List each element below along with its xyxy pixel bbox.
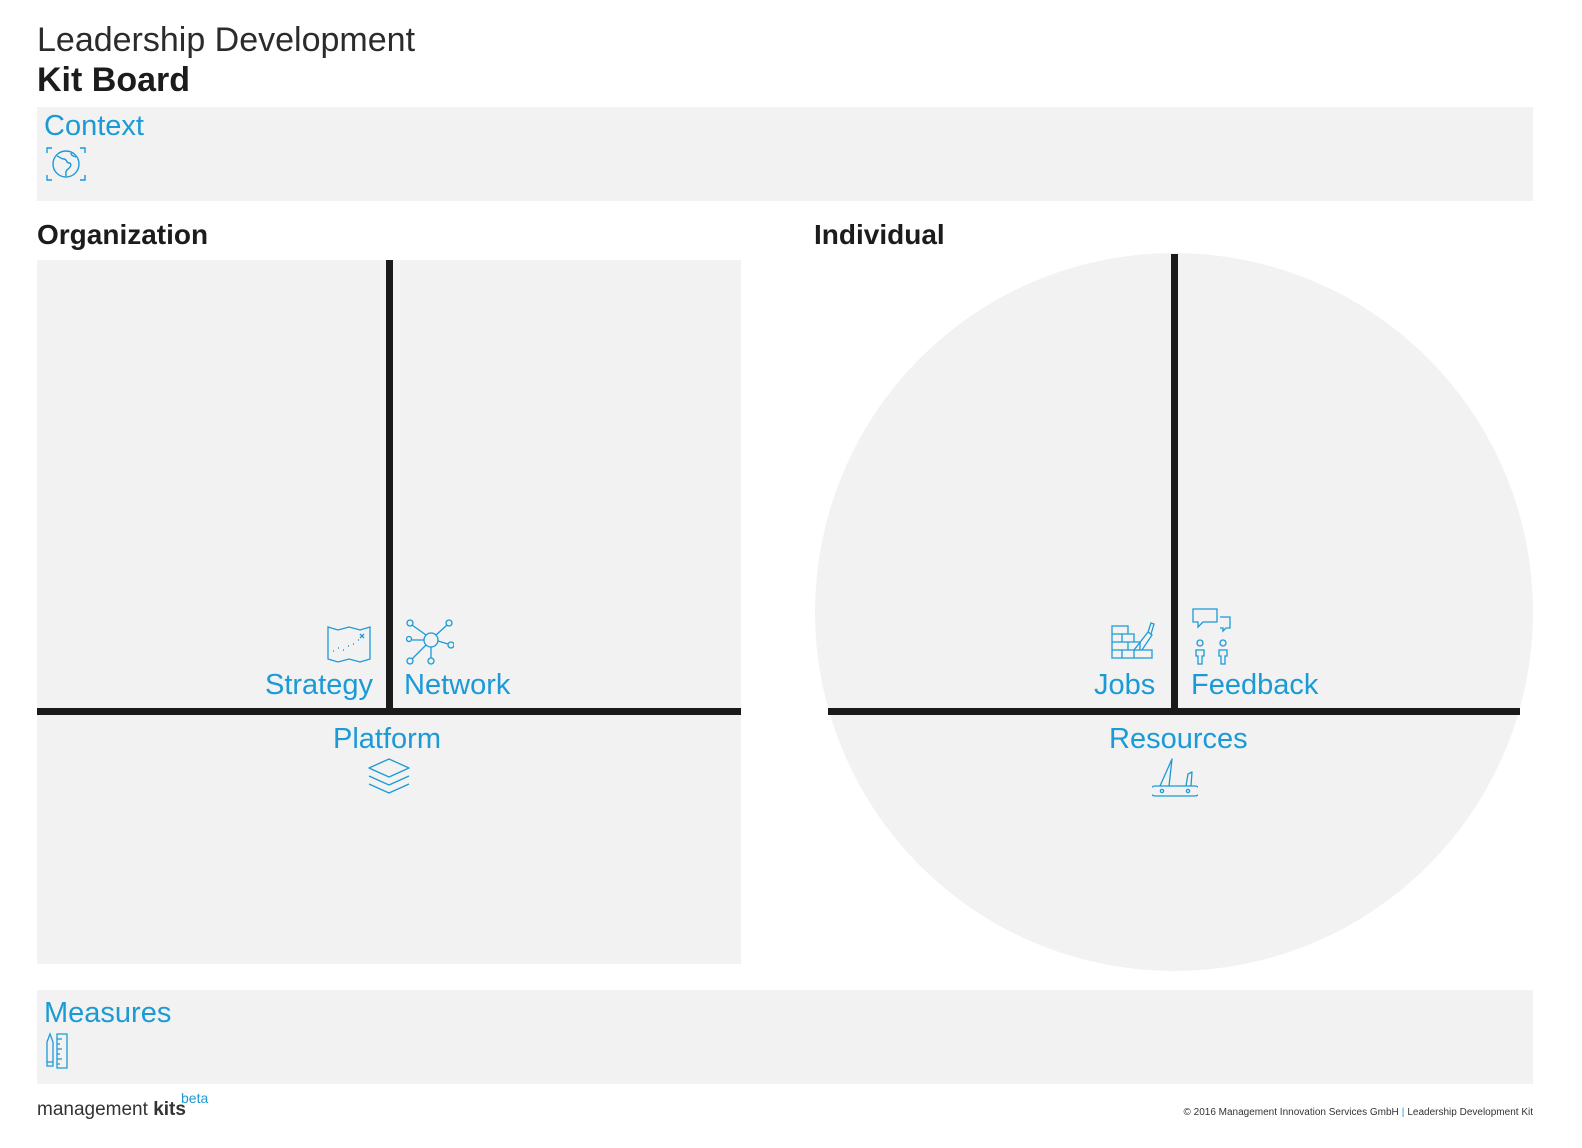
brand-regular: management <box>37 1099 148 1120</box>
page-title: Leadership Development <box>37 21 416 59</box>
organization-title: Organization <box>37 219 209 250</box>
feedback-label: Feedback <box>1191 669 1319 701</box>
platform-label: Platform <box>333 723 441 755</box>
footer-copyright: © 2016 Management Innovation Services Gm… <box>1090 1106 1533 1120</box>
page-subtitle: Kit Board <box>37 61 190 99</box>
map-icon <box>327 624 371 664</box>
layers-icon <box>367 757 411 797</box>
kit-name: Leadership Development Kit <box>1407 1107 1533 1118</box>
brick-wall-trowel-icon <box>1110 620 1156 664</box>
individual-horizontal-divider <box>828 708 1520 715</box>
organization-vertical-divider <box>386 260 393 712</box>
context-panel[interactable] <box>37 107 1533 201</box>
swiss-knife-icon <box>1152 756 1198 800</box>
measures-panel[interactable] <box>37 990 1533 1084</box>
network-label: Network <box>404 669 511 701</box>
context-label: Context <box>44 110 144 142</box>
strategy-label: Strategy <box>265 669 373 701</box>
measures-label: Measures <box>44 997 172 1029</box>
brand-logo: management kits <box>37 1098 186 1122</box>
jobs-label: Jobs <box>1094 669 1156 701</box>
individual-title: Individual <box>814 219 945 250</box>
resources-label: Resources <box>1109 723 1248 755</box>
brand-beta: beta <box>181 1090 209 1106</box>
speech-bubbles-people-icon <box>1190 606 1234 666</box>
brand-bold: kits <box>153 1099 186 1120</box>
footer-separator: | <box>1401 1107 1405 1118</box>
organization-horizontal-divider <box>37 708 741 715</box>
network-icon <box>406 619 454 665</box>
copyright-text: © 2016 Management Innovation Services Gm… <box>1183 1107 1399 1118</box>
globe-icon <box>45 146 87 182</box>
individual-vertical-divider <box>1171 254 1178 712</box>
ruler-pencil-icon <box>45 1032 69 1070</box>
